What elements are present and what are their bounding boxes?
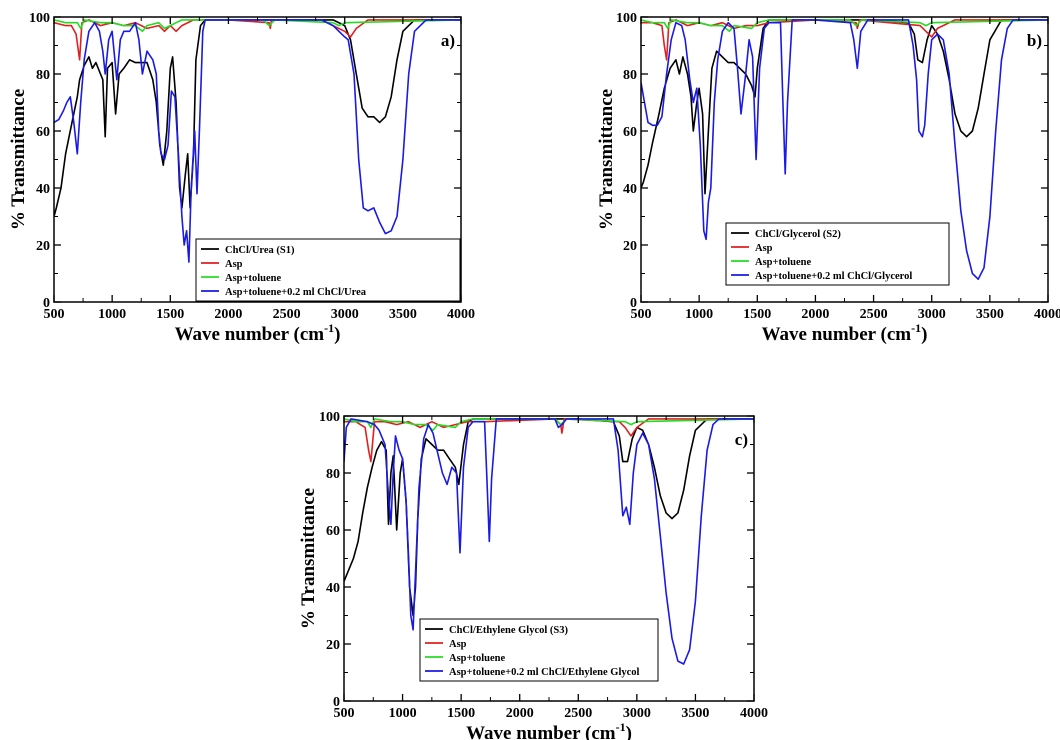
series-line-4 [641, 19, 1048, 280]
legend-label-4: Asp+toluene+0.2 ml ChCl/Glycerol [755, 271, 912, 282]
y-tick-label: 20 [326, 638, 340, 653]
x-tick-label: 4000 [1034, 307, 1060, 322]
x-axis-title-close: ) [334, 324, 340, 345]
y-tick-label: 20 [36, 239, 50, 254]
legend: ChCl/Ethylene Glycol (S3) Asp Asp+toluene A… [419, 618, 659, 682]
legend-label-2: Asp [225, 259, 243, 270]
series-line-1 [54, 19, 461, 217]
x-tick-label: 3000 [918, 307, 946, 322]
x-tick-label: 1000 [389, 706, 417, 721]
y-tick-label: 60 [326, 524, 340, 539]
legend-box [725, 222, 950, 286]
x-tick-label: 2500 [564, 706, 592, 721]
legend-label-3: Asp+toluene [755, 257, 811, 268]
legend-label-1: ChCl/Glycerol (S2) [755, 229, 841, 240]
y-tick-label: 40 [36, 182, 50, 197]
series-line-2 [344, 418, 754, 463]
y-tick-label: 100 [29, 11, 50, 26]
legend-label-2: Asp [449, 639, 467, 650]
legend-label-1: ChCl/Urea (S1) [225, 245, 295, 256]
x-tick-label: 1000 [98, 307, 126, 322]
y-tick-label: 80 [36, 68, 50, 83]
x-tick-label: 1500 [743, 307, 771, 322]
x-axis-title-sup: -1 [911, 321, 921, 335]
series-line-1 [641, 19, 1048, 195]
x-tick-label: 2000 [214, 307, 242, 322]
y-tick-label: 80 [623, 68, 637, 83]
chart-panel-3: 500 1000 1500 2000 2500 3000 3500 4000 0 20 40 60 80… [298, 410, 768, 740]
chart-panel-2: 500 1000 1500 2000 2500 3000 3500 4000 0 20 40 60 80… [596, 11, 1060, 345]
x-tick-label: 2500 [273, 307, 301, 322]
x-tick-label: 3500 [389, 307, 417, 322]
y-axis-title: % Transmittance [298, 488, 319, 629]
y-tick-label: 20 [623, 239, 637, 254]
x-tick-label: 1500 [447, 706, 475, 721]
series-line-4 [54, 19, 461, 263]
x-tick-label: 2500 [860, 307, 888, 322]
x-tick-label: 3000 [331, 307, 359, 322]
x-tick-label: 2000 [506, 706, 534, 721]
panel-label: b) [1027, 31, 1042, 50]
x-tick-label: 1500 [156, 307, 184, 322]
y-tick-label: 40 [623, 182, 637, 197]
legend-box [195, 238, 461, 302]
series-line-1 [344, 418, 754, 617]
panel-label: c) [735, 430, 748, 449]
x-tick-label: 4000 [740, 706, 768, 721]
x-tick-label: 4000 [447, 307, 475, 322]
series-line-4 [344, 418, 754, 665]
x-tick-label: 3500 [681, 706, 709, 721]
series-line-3 [344, 418, 754, 432]
x-tick-label: 2000 [801, 307, 829, 322]
x-axis-title-close: ) [626, 723, 632, 740]
x-axis-title-sup: -1 [616, 720, 626, 734]
x-tick-label: 3000 [623, 706, 651, 721]
x-axis-title: Wave number (cm-1) [466, 720, 632, 740]
y-tick-label: 0 [630, 296, 637, 311]
y-axis-title: % Transmittance [8, 89, 29, 230]
legend-label-3: Asp+toluene [225, 273, 281, 284]
series-group [344, 418, 754, 665]
y-tick-label: 100 [319, 410, 340, 425]
x-axis-title-main: Wave number (cm [466, 723, 616, 740]
y-tick-label: 60 [623, 125, 637, 140]
legend: ChCl/Glycerol (S2) Asp Asp+toluene Asp+tolu… [725, 222, 950, 286]
y-axis-title: % Transmittance [596, 89, 617, 230]
y-tick-label: 80 [326, 467, 340, 482]
legend-label-2: Asp [755, 243, 773, 254]
x-axis-title-sup: -1 [324, 321, 334, 335]
legend-box [419, 618, 659, 682]
x-tick-label: 3500 [976, 307, 1004, 322]
x-tick-label: 500 [44, 307, 65, 322]
series-line-3 [641, 19, 1048, 33]
x-axis-title-main: Wave number (cm [762, 324, 912, 345]
panel-label: a) [441, 31, 455, 50]
y-tick-label: 40 [326, 581, 340, 596]
series-group [54, 19, 461, 263]
series-line-2 [641, 19, 1048, 61]
legend-label-4: Asp+toluene+0.2 ml ChCl/Urea [225, 287, 367, 298]
legend-label-1: ChCl/Ethylene Glycol (S3) [449, 625, 569, 636]
y-tick-label: 100 [616, 11, 637, 26]
x-axis-title-main: Wave number (cm [175, 324, 325, 345]
y-tick-label: 60 [36, 125, 50, 140]
legend-label-3: Asp+toluene [449, 653, 505, 664]
series-group [641, 19, 1048, 280]
legend: ChCl/Urea (S1) Asp Asp+toluene Asp+toluene+… [195, 238, 461, 302]
y-tick-label: 0 [43, 296, 50, 311]
x-axis-title: Wave number (cm-1) [175, 321, 341, 345]
x-tick-label: 500 [631, 307, 652, 322]
legend-label-4: Asp+toluene+0.2 ml ChCl/Ethylene Glycol [449, 667, 640, 678]
x-axis-title: Wave number (cm-1) [762, 321, 928, 345]
chart-panel-1: 500 1000 1500 2000 2500 3000 3500 4000 0 20 40 60 80… [8, 11, 475, 345]
x-tick-label: 1000 [685, 307, 713, 322]
x-tick-label: 500 [334, 706, 355, 721]
x-axis-title-close: ) [921, 324, 927, 345]
y-tick-label: 0 [333, 695, 340, 710]
